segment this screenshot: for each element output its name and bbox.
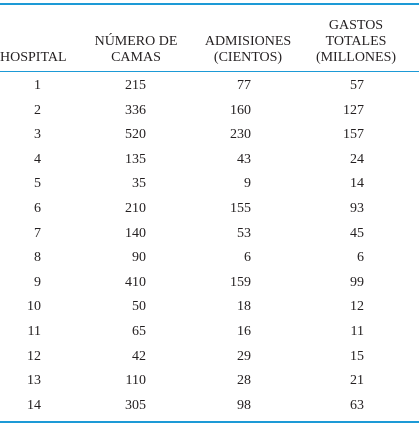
header-gastos-line2: TOTALES: [325, 34, 387, 49]
table-row: 14 305 98 63: [0, 394, 419, 419]
cell-admisiones: 230: [230, 127, 251, 143]
table-row: 9 410 159 99: [0, 271, 419, 296]
cell-gastos: 6: [357, 250, 364, 266]
table-row: 7 140 53 45: [0, 222, 419, 247]
cell-camas: 110: [125, 373, 146, 389]
table-row: 6 210 155 93: [0, 197, 419, 222]
cell-hospital: 1: [34, 78, 41, 93]
cell-gastos: 12: [350, 299, 364, 315]
cell-gastos: 157: [343, 127, 364, 143]
table-row: 11 65 16 11: [0, 320, 419, 345]
cell-hospital: 12: [27, 348, 41, 364]
header-camas-line1: NÚMERO DE: [94, 34, 178, 49]
cell-camas: 336: [125, 102, 146, 118]
cell-gastos: 57: [350, 78, 364, 93]
cell-admisiones: 6: [244, 250, 251, 266]
cell-gastos: 63: [350, 397, 364, 413]
table-row: 1 215 77 57: [0, 74, 419, 99]
header-admisiones: ADMISIONES (CIENTOS): [196, 34, 300, 66]
cell-hospital: 9: [34, 274, 41, 290]
cell-gastos: 24: [350, 151, 364, 167]
table-bottom-rule: [0, 421, 419, 423]
cell-camas: 65: [132, 323, 146, 339]
cell-camas: 215: [125, 78, 146, 93]
table-top-rule: [0, 3, 419, 5]
cell-camas: 210: [125, 200, 146, 216]
cell-hospital: 13: [27, 373, 41, 389]
header-gastos: GASTOS TOTALES (MILLONES): [300, 18, 412, 66]
table-header-rule: [0, 71, 419, 72]
header-camas: NÚMERO DE CAMAS: [86, 34, 186, 66]
cell-camas: 35: [132, 176, 146, 192]
cell-hospital: 7: [34, 225, 41, 241]
cell-gastos: 99: [350, 274, 364, 290]
header-camas-line2: CAMAS: [111, 50, 161, 65]
header-hospital: HOSPITAL: [0, 50, 76, 66]
cell-admisiones: 29: [237, 348, 251, 364]
cell-gastos: 14: [350, 176, 364, 192]
cell-admisiones: 9: [244, 176, 251, 192]
table-row: 5 35 9 14: [0, 172, 419, 197]
cell-admisiones: 28: [237, 373, 251, 389]
header-admisiones-line2: (CIENTOS): [213, 50, 283, 65]
table-row: 12 42 29 15: [0, 345, 419, 370]
cell-admisiones: 53: [237, 225, 251, 241]
cell-hospital: 2: [34, 102, 41, 118]
table-row: 8 90 6 6: [0, 246, 419, 271]
header-hospital-label: HOSPITAL: [0, 50, 67, 65]
cell-camas: 90: [132, 250, 146, 266]
cell-gastos: 15: [350, 348, 364, 364]
cell-hospital: 4: [34, 151, 41, 167]
table-row: 3 520 230 157: [0, 123, 419, 148]
cell-admisiones: 18: [237, 299, 251, 315]
cell-admisiones: 43: [237, 151, 251, 167]
table-row: 4 135 43 24: [0, 148, 419, 173]
cell-hospital: 8: [34, 250, 41, 266]
cell-camas: 520: [125, 127, 146, 143]
cell-hospital: 11: [27, 323, 41, 339]
cell-hospital: 14: [27, 397, 41, 413]
cell-admisiones: 159: [230, 274, 251, 290]
cell-gastos: 93: [350, 200, 364, 216]
header-admisiones-line1: ADMISIONES: [204, 34, 292, 49]
cell-gastos: 45: [350, 225, 364, 241]
cell-gastos: 127: [343, 102, 364, 118]
cell-hospital: 5: [34, 176, 41, 192]
table-row: 2 336 160 127: [0, 99, 419, 124]
cell-admisiones: 160: [230, 102, 251, 118]
cell-camas: 140: [125, 225, 146, 241]
table-row: 13 110 28 21: [0, 369, 419, 394]
cell-gastos: 11: [350, 323, 364, 339]
cell-admisiones: 155: [230, 200, 251, 216]
cell-camas: 50: [132, 299, 146, 315]
cell-camas: 42: [132, 348, 146, 364]
cell-admisiones: 98: [237, 397, 251, 413]
table-row: 10 50 18 12: [0, 295, 419, 320]
cell-hospital: 10: [27, 299, 41, 315]
table-body: 1 215 77 57 2 336 160 127 3 520 230 157 4 135 43 24 5 35 9…: [0, 74, 419, 418]
cell-admisiones: 16: [237, 323, 251, 339]
cell-hospital: 3: [34, 127, 41, 143]
header-gastos-line3: (MILLONES): [315, 50, 397, 65]
header-gastos-line1: GASTOS: [328, 18, 384, 33]
cell-camas: 135: [125, 151, 146, 167]
cell-camas: 410: [125, 274, 146, 290]
cell-hospital: 6: [34, 200, 41, 216]
cell-admisiones: 77: [237, 78, 251, 93]
cell-gastos: 21: [350, 373, 364, 389]
cell-camas: 305: [125, 397, 146, 413]
